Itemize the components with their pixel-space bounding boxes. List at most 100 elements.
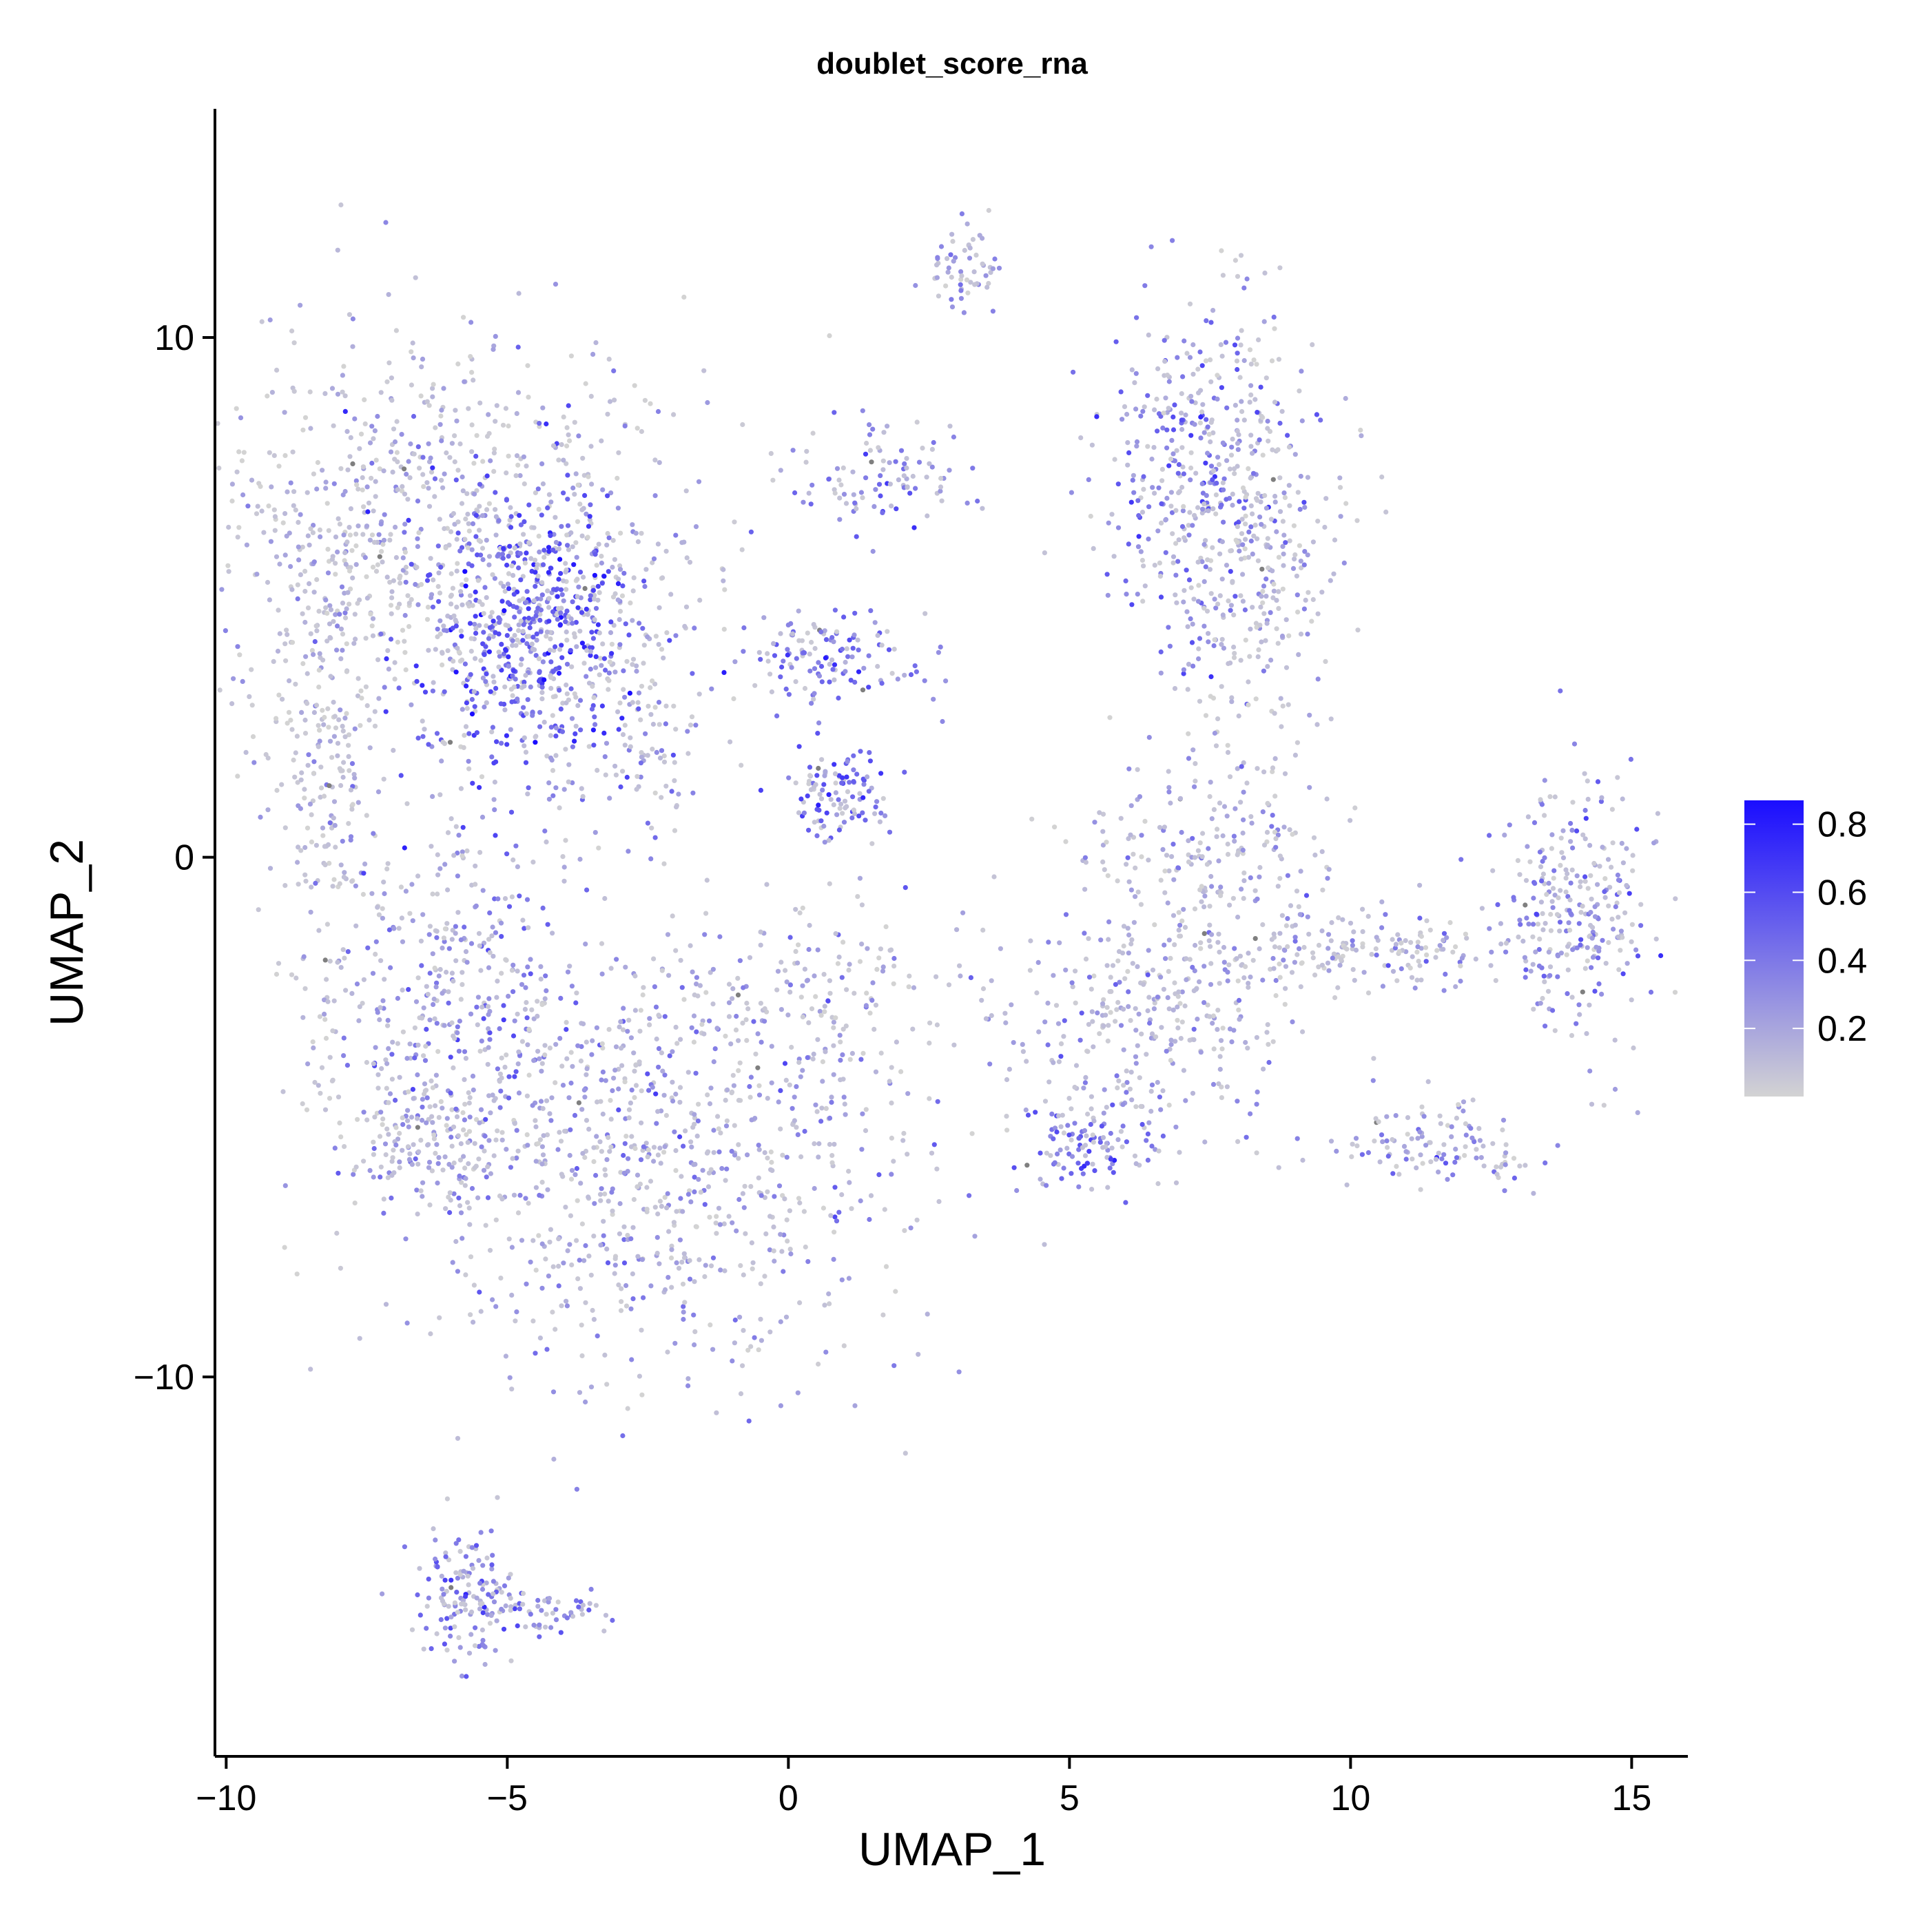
cell-point: [316, 1083, 321, 1088]
cell-point: [797, 1300, 803, 1305]
cell-point: [1137, 1075, 1142, 1081]
cell-point: [588, 666, 593, 672]
cell-point: [770, 1167, 775, 1173]
cell-point: [464, 491, 470, 497]
cell-point: [1201, 579, 1207, 585]
cell-point: [526, 606, 531, 612]
cell-point: [426, 486, 431, 491]
cell-point: [496, 615, 502, 621]
cell-point: [594, 563, 599, 568]
cell-point: [1597, 864, 1602, 869]
cell-point: [403, 564, 409, 570]
chart-title: doublet_score_rna: [816, 47, 1088, 81]
cell-point: [1241, 878, 1247, 884]
cell-point: [604, 1382, 610, 1387]
cell-point: [617, 1231, 623, 1236]
cell-point: [697, 597, 703, 603]
cell-point: [606, 356, 612, 362]
cell-point: [362, 861, 368, 866]
cell-point: [455, 645, 460, 651]
cell-point: [550, 548, 556, 553]
cell-point: [275, 648, 281, 654]
cell-point: [416, 1149, 422, 1154]
cell-point: [687, 1276, 693, 1282]
cell-point: [643, 567, 649, 572]
cell-point: [670, 752, 677, 758]
cell-point: [758, 1281, 763, 1287]
cell-point: [752, 1335, 757, 1340]
cell-point: [1266, 1041, 1271, 1047]
cell-point: [730, 996, 735, 1001]
cell-point: [438, 1099, 444, 1104]
cell-point: [588, 393, 594, 399]
cell-point: [512, 632, 517, 638]
cell-point: [748, 529, 754, 534]
cell-point: [471, 461, 477, 466]
cell-point: [628, 744, 633, 749]
cell-point: [880, 1312, 886, 1318]
cell-point: [1028, 938, 1033, 944]
cell-point: [371, 1139, 376, 1145]
cell-point: [577, 628, 583, 634]
cell-point: [1189, 640, 1195, 645]
cell-point: [730, 1072, 736, 1078]
cell-point: [1255, 490, 1261, 496]
cell-point: [1552, 893, 1558, 898]
cell-point: [1337, 962, 1343, 968]
cell-point: [669, 1247, 674, 1252]
cell-point: [866, 653, 871, 658]
cell-point: [1319, 928, 1325, 934]
cell-point: [790, 448, 796, 453]
cell-point: [274, 971, 280, 977]
cell-point: [946, 265, 951, 271]
cell-point: [1147, 1020, 1153, 1026]
cell-point: [537, 709, 543, 715]
cell-point: [490, 1297, 495, 1302]
cell-point: [1551, 875, 1556, 881]
cell-point: [1310, 596, 1316, 603]
cell-point: [667, 638, 672, 643]
cell-point: [667, 1053, 672, 1059]
cell-point: [681, 1316, 686, 1322]
cell-point: [1279, 724, 1284, 729]
cell-point: [543, 1256, 548, 1262]
cell-point: [415, 1161, 421, 1167]
cell-point: [386, 1046, 391, 1051]
cell-point: [886, 647, 892, 652]
cell-point: [1248, 444, 1254, 449]
cell-point: [355, 601, 360, 606]
cell-point: [1246, 951, 1251, 956]
cell-point: [705, 1149, 711, 1154]
cell-point: [1182, 588, 1187, 593]
cell-point: [452, 433, 457, 439]
cell-point: [335, 740, 341, 746]
cell-point: [1164, 427, 1170, 433]
cell-point: [458, 786, 464, 791]
cell-point: [1130, 477, 1135, 483]
cell-point: [470, 603, 475, 608]
cell-point: [573, 471, 579, 477]
cell-point: [419, 1015, 425, 1021]
cell-point: [1128, 887, 1134, 893]
cell-point: [388, 449, 394, 455]
cell-point: [534, 609, 539, 615]
cell-point: [761, 615, 767, 621]
cell-point: [531, 562, 537, 568]
cell-point: [710, 966, 716, 972]
cell-point: [371, 1174, 376, 1180]
cell-point: [814, 773, 820, 778]
cell-point: [397, 1130, 402, 1136]
cell-point: [1168, 1041, 1174, 1048]
cell-point: [1574, 945, 1580, 951]
cell-point: [703, 1263, 708, 1268]
cell-point: [1154, 396, 1159, 402]
cell-point: [291, 489, 297, 495]
cell-point: [426, 1165, 432, 1170]
cell-point: [721, 578, 726, 583]
cell-point: [538, 607, 544, 613]
cell-point: [1114, 1007, 1120, 1012]
cell-point: [364, 813, 369, 818]
cell-point: [367, 440, 373, 446]
cell-point: [584, 606, 589, 612]
cell-point: [610, 1212, 615, 1217]
